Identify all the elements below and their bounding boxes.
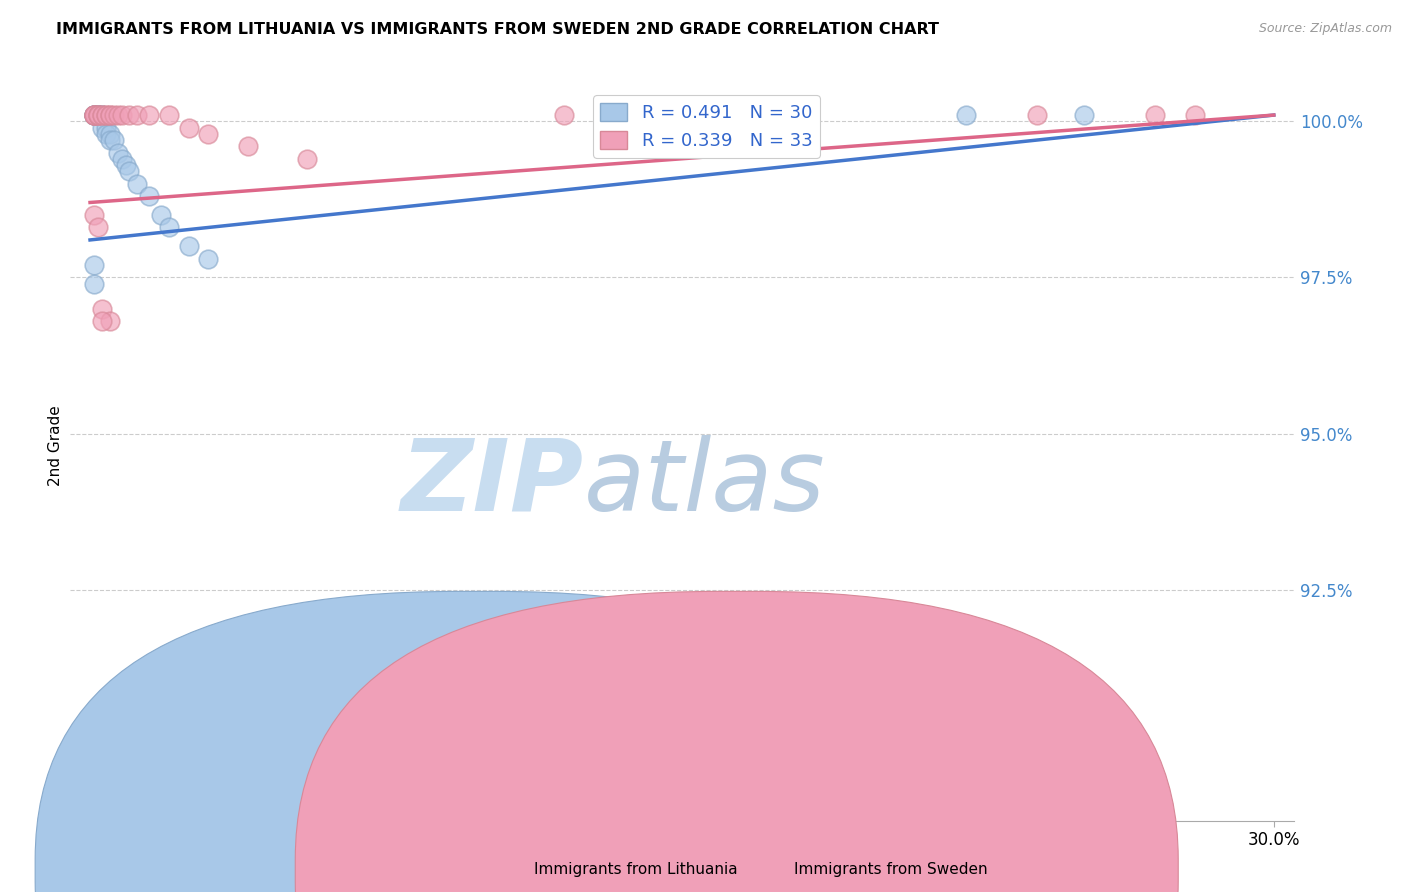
- Point: [138, 108, 160, 122]
- Text: atlas: atlas: [583, 435, 825, 532]
- Point: [98, 133, 121, 147]
- Point: [87, 108, 110, 122]
- Point: [90, 108, 112, 122]
- Point: [197, 252, 219, 266]
- Point: [87, 108, 110, 122]
- Point: [98, 108, 121, 122]
- Point: [90, 108, 112, 122]
- Point: [83, 108, 105, 122]
- Point: [87, 108, 110, 122]
- Point: [127, 108, 149, 122]
- Point: [1144, 108, 1167, 122]
- Point: [236, 139, 259, 153]
- Point: [87, 108, 110, 122]
- Text: ZIP: ZIP: [401, 435, 583, 532]
- Point: [83, 208, 105, 222]
- Point: [177, 239, 200, 253]
- Point: [90, 120, 112, 135]
- Point: [98, 108, 121, 122]
- Text: Immigrants from Sweden: Immigrants from Sweden: [794, 863, 988, 877]
- Point: [83, 108, 105, 122]
- Point: [87, 108, 110, 122]
- Text: Immigrants from Lithuania: Immigrants from Lithuania: [534, 863, 738, 877]
- Point: [107, 145, 129, 160]
- Point: [83, 258, 105, 272]
- Point: [90, 301, 112, 316]
- Point: [103, 108, 125, 122]
- Point: [955, 108, 977, 122]
- Point: [157, 220, 180, 235]
- Point: [83, 108, 105, 122]
- Point: [83, 108, 105, 122]
- Point: [90, 108, 112, 122]
- Point: [157, 108, 180, 122]
- Point: [118, 108, 141, 122]
- Point: [83, 108, 105, 122]
- Point: [107, 108, 129, 122]
- Text: IMMIGRANTS FROM LITHUANIA VS IMMIGRANTS FROM SWEDEN 2ND GRADE CORRELATION CHART: IMMIGRANTS FROM LITHUANIA VS IMMIGRANTS …: [56, 22, 939, 37]
- Point: [1026, 108, 1049, 122]
- Point: [295, 152, 318, 166]
- Point: [103, 133, 125, 147]
- Point: [1073, 108, 1095, 122]
- Point: [98, 127, 121, 141]
- Point: [138, 189, 160, 203]
- Point: [98, 314, 121, 328]
- Point: [118, 164, 141, 178]
- Point: [94, 108, 117, 122]
- Point: [127, 177, 149, 191]
- Point: [90, 314, 112, 328]
- Text: Source: ZipAtlas.com: Source: ZipAtlas.com: [1258, 22, 1392, 36]
- Point: [94, 108, 117, 122]
- Point: [83, 108, 105, 122]
- Point: [83, 108, 105, 122]
- Point: [94, 127, 117, 141]
- Point: [83, 108, 105, 122]
- Y-axis label: 2nd Grade: 2nd Grade: [48, 406, 63, 486]
- Point: [110, 152, 132, 166]
- Point: [1184, 108, 1206, 122]
- Point: [177, 120, 200, 135]
- Point: [83, 277, 105, 291]
- Legend: R = 0.491   N = 30, R = 0.339   N = 33: R = 0.491 N = 30, R = 0.339 N = 33: [593, 95, 820, 158]
- Point: [197, 127, 219, 141]
- Point: [94, 120, 117, 135]
- Point: [553, 108, 575, 122]
- Point: [90, 108, 112, 122]
- Point: [87, 108, 110, 122]
- Point: [150, 208, 173, 222]
- Point: [110, 108, 132, 122]
- Point: [114, 158, 136, 172]
- Point: [87, 220, 110, 235]
- Point: [87, 108, 110, 122]
